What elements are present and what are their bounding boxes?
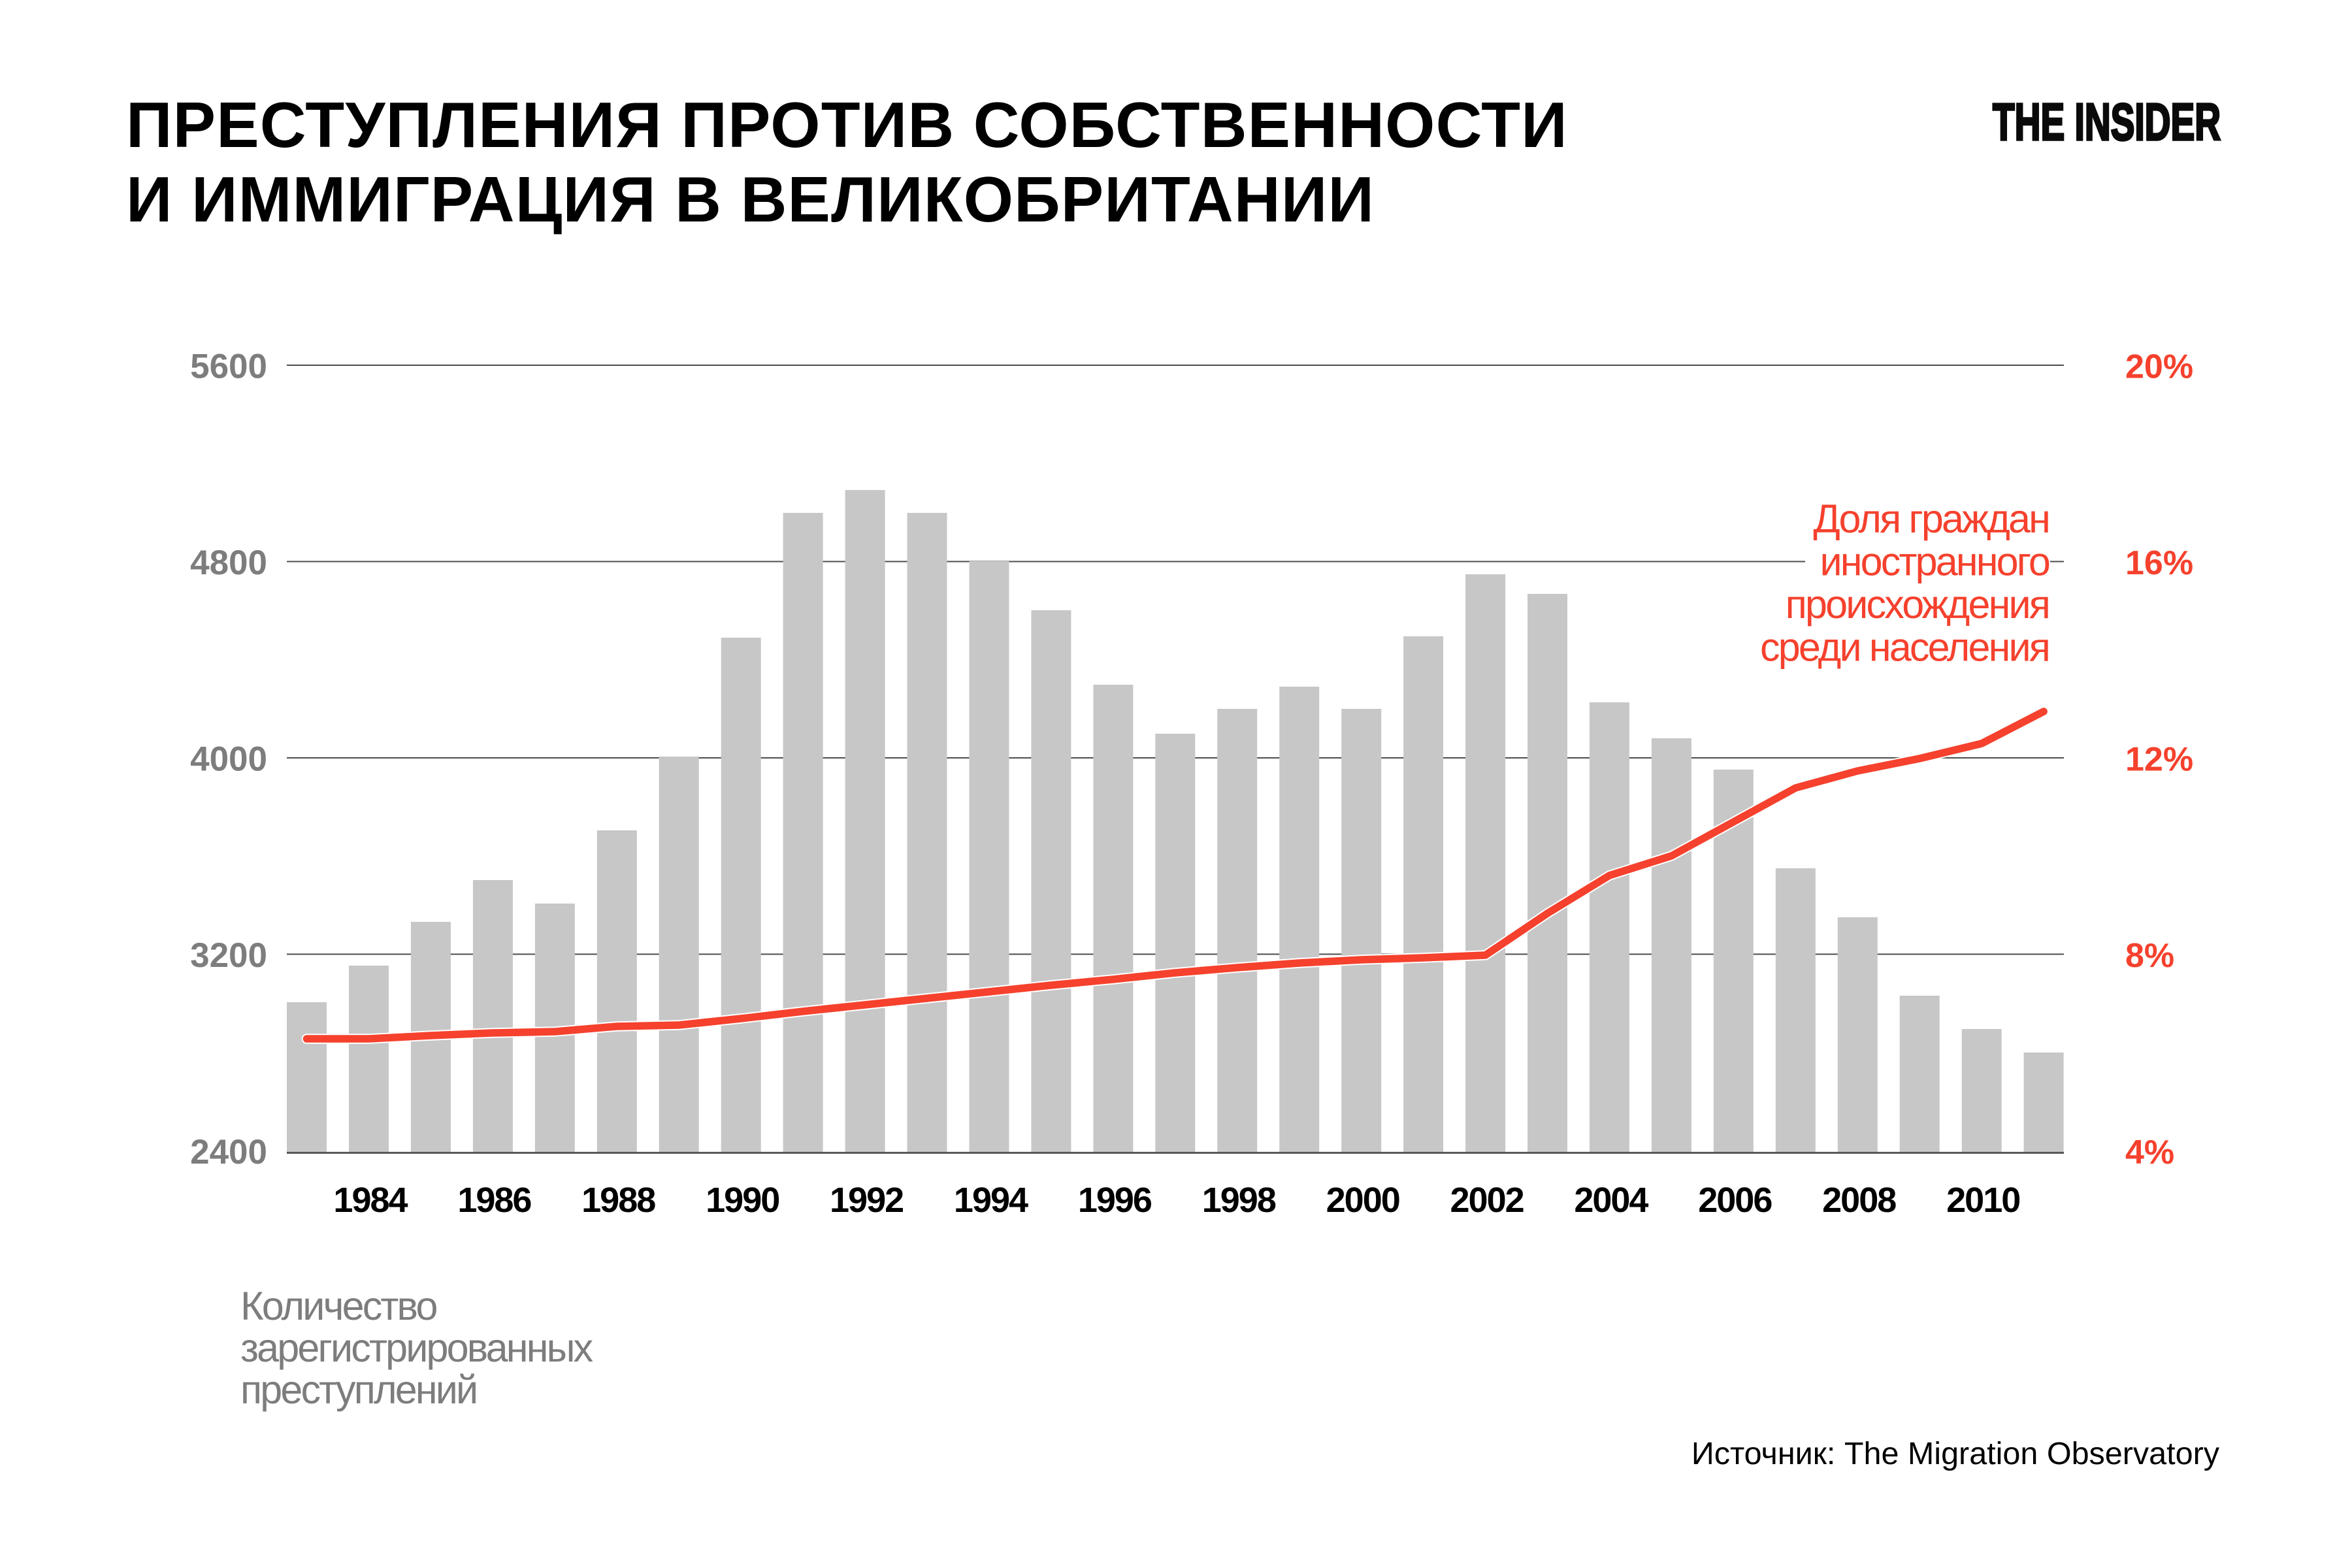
svg-text:2006: 2006 <box>1698 1181 1772 1220</box>
svg-text:Источник: The Migration Observ: Источник: The Migration Observatory <box>1691 1436 2220 1471</box>
svg-text:1996: 1996 <box>1078 1181 1152 1220</box>
svg-text:происхождения: происхождения <box>1786 582 2049 627</box>
svg-text:5600: 5600 <box>190 348 267 386</box>
svg-text:12%: 12% <box>2125 741 2193 779</box>
svg-text:зарегистрированных: зарегистрированных <box>240 1326 593 1370</box>
svg-text:20%: 20% <box>2125 348 2193 386</box>
svg-text:И ИММИГРАЦИЯ В ВЕЛИКОБРИТАНИИ: И ИММИГРАЦИЯ В ВЕЛИКОБРИТАНИИ <box>126 163 1375 235</box>
svg-text:16%: 16% <box>2125 544 2193 582</box>
svg-text:2010: 2010 <box>1946 1181 2019 1220</box>
svg-text:3200: 3200 <box>190 936 267 975</box>
svg-text:ПРЕСТУПЛЕНИЯ ПРОТИВ СОБСТВЕННО: ПРЕСТУПЛЕНИЯ ПРОТИВ СОБСТВЕННОСТИ <box>126 89 1568 161</box>
svg-text:8%: 8% <box>2125 937 2174 975</box>
svg-text:1994: 1994 <box>954 1181 1028 1220</box>
svg-text:1998: 1998 <box>1202 1181 1276 1220</box>
svg-text:2004: 2004 <box>1574 1181 1648 1220</box>
svg-text:2000: 2000 <box>1326 1181 1399 1220</box>
svg-text:4800: 4800 <box>190 544 267 582</box>
svg-text:Доля граждан: Доля граждан <box>1813 497 2049 541</box>
svg-text:1986: 1986 <box>457 1181 531 1220</box>
svg-text:Количество: Количество <box>240 1284 436 1328</box>
svg-text:1988: 1988 <box>581 1181 655 1220</box>
svg-text:иностранного: иностранного <box>1820 540 2049 584</box>
svg-text:1984: 1984 <box>333 1181 408 1220</box>
svg-text:2002: 2002 <box>1450 1181 1524 1220</box>
svg-text:1992: 1992 <box>830 1181 903 1220</box>
svg-text:1990: 1990 <box>706 1181 779 1220</box>
svg-text:THE INSIDER: THE INSIDER <box>1993 93 2221 151</box>
svg-text:преступлений: преступлений <box>240 1367 476 1412</box>
svg-text:4000: 4000 <box>190 740 267 779</box>
svg-text:2400: 2400 <box>190 1133 267 1171</box>
svg-text:среди населения: среди населения <box>1760 625 2049 670</box>
svg-text:4%: 4% <box>2125 1134 2174 1171</box>
svg-text:2008: 2008 <box>1822 1181 1896 1220</box>
